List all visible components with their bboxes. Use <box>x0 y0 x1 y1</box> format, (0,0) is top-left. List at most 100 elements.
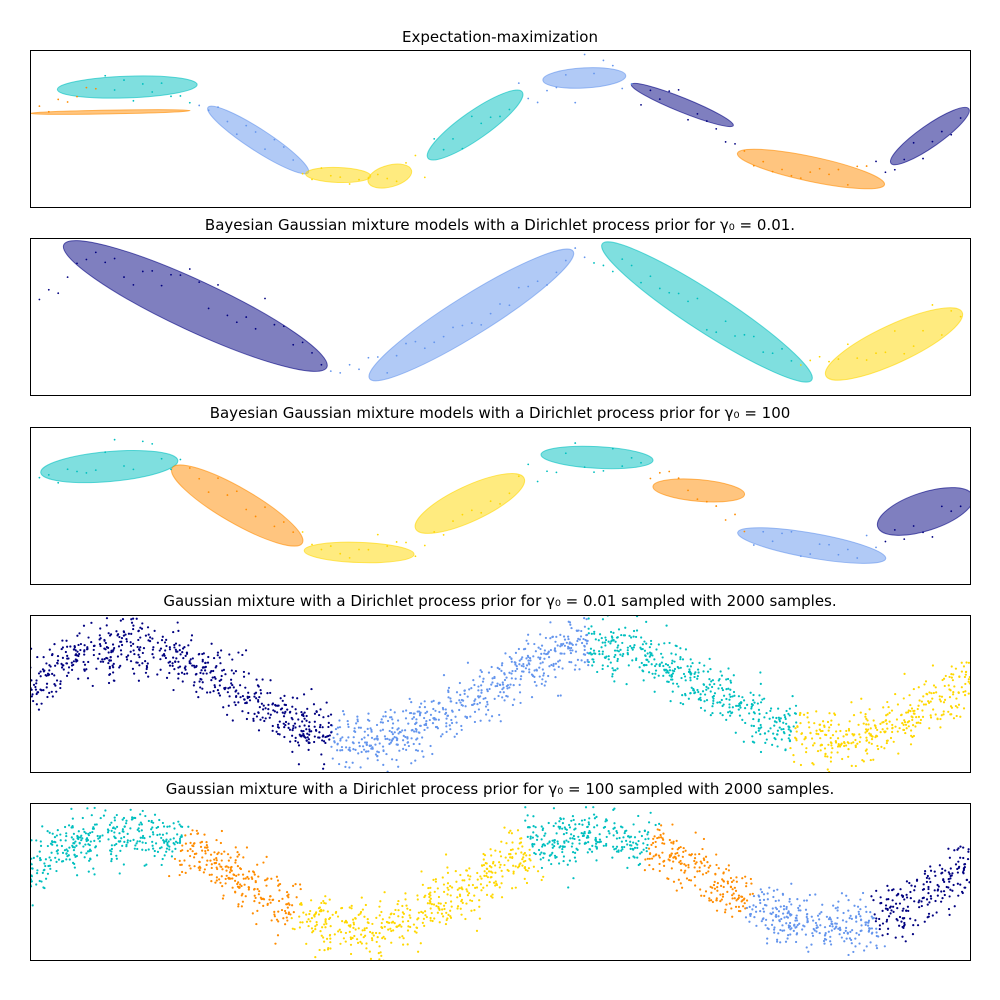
data-point <box>132 99 135 102</box>
data-point <box>296 741 300 744</box>
data-point <box>571 649 574 652</box>
data-point <box>886 907 889 911</box>
data-point <box>449 697 452 700</box>
data-point <box>388 916 391 919</box>
data-point <box>158 649 161 652</box>
data-point <box>927 912 931 915</box>
panel-1-plot-area <box>30 240 964 383</box>
data-point <box>267 703 270 706</box>
data-point <box>415 926 419 930</box>
data-point <box>790 903 793 906</box>
data-point <box>90 621 93 624</box>
data-point <box>865 717 868 720</box>
data-point <box>712 699 715 702</box>
data-point <box>164 649 167 652</box>
data-point <box>561 845 565 848</box>
data-point <box>229 877 232 880</box>
data-point <box>530 673 534 676</box>
data-point <box>300 729 303 732</box>
data-point <box>521 656 524 659</box>
data-point <box>682 846 685 850</box>
data-point <box>359 912 362 915</box>
data-point <box>165 838 168 841</box>
data-point <box>269 691 272 695</box>
data-point <box>352 748 355 751</box>
data-point <box>294 736 297 739</box>
data-point <box>389 927 392 930</box>
data-point <box>73 866 76 869</box>
data-point <box>553 844 556 848</box>
data-point <box>110 821 113 824</box>
data-point <box>239 684 242 687</box>
data-point <box>668 470 671 473</box>
data-point <box>341 749 344 752</box>
data-point <box>326 910 329 913</box>
data-point <box>647 837 650 840</box>
panel-title-sampled-100: Gaussian mixture with a Dirichlet proces… <box>166 780 835 798</box>
data-point <box>160 284 163 287</box>
data-point <box>201 652 204 656</box>
data-point <box>257 729 261 732</box>
data-point <box>577 835 580 838</box>
data-point <box>541 845 544 848</box>
data-point <box>423 924 426 927</box>
data-point <box>687 866 690 869</box>
data-point <box>165 850 168 853</box>
data-point <box>87 660 90 664</box>
data-point <box>829 918 832 921</box>
data-point <box>426 902 429 905</box>
data-point <box>932 691 935 695</box>
data-point <box>129 827 132 830</box>
data-point <box>875 734 878 737</box>
data-point <box>831 925 834 928</box>
data-point <box>794 727 797 730</box>
data-point <box>228 871 232 874</box>
data-point <box>371 939 374 942</box>
data-point <box>654 672 657 675</box>
data-point <box>728 902 731 905</box>
data-point <box>115 854 118 857</box>
data-point <box>881 922 885 925</box>
data-point <box>523 851 527 855</box>
data-point <box>557 825 560 828</box>
data-point <box>405 541 407 544</box>
data-point <box>825 733 828 737</box>
data-point <box>541 843 544 846</box>
data-point <box>279 708 283 711</box>
data-point <box>928 901 931 904</box>
data-point <box>735 876 738 879</box>
data-point <box>515 665 518 668</box>
data-point <box>401 904 404 908</box>
data-point <box>887 898 890 901</box>
panel-title-sampled-001: Gaussian mixture with a Dirichlet proces… <box>163 592 836 610</box>
data-point <box>705 688 708 691</box>
data-point <box>595 815 598 818</box>
data-point <box>648 646 651 649</box>
data-point <box>921 709 924 712</box>
data-point <box>407 744 410 748</box>
data-point <box>59 833 62 836</box>
data-point <box>446 882 450 885</box>
ellipse-component-7 <box>630 82 734 128</box>
data-point <box>957 860 960 863</box>
data-point <box>136 840 139 843</box>
data-point <box>951 693 955 696</box>
data-point <box>715 909 719 912</box>
data-point <box>932 684 936 687</box>
data-point <box>41 825 44 828</box>
data-point <box>701 847 704 851</box>
data-point <box>830 929 833 932</box>
data-point <box>269 713 272 716</box>
data-point <box>473 702 476 705</box>
data-point <box>247 711 250 715</box>
data-point <box>152 656 155 659</box>
data-point <box>253 695 256 698</box>
data-point <box>780 728 783 731</box>
data-point <box>670 852 673 855</box>
data-point <box>527 662 530 665</box>
data-point <box>875 889 878 892</box>
data-point <box>790 530 793 533</box>
data-point <box>317 913 321 916</box>
ellipse-component-7 <box>876 487 970 536</box>
data-point <box>657 854 661 857</box>
